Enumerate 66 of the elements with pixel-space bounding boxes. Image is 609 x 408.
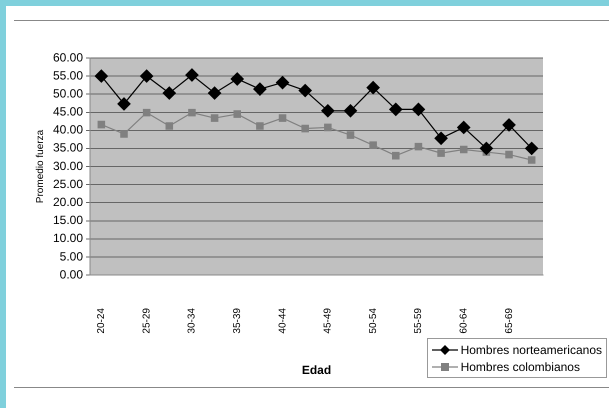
x-tick-label: 45-49 [322,308,334,334]
point [210,114,218,122]
x-tick-label: 60-64 [458,308,470,334]
point [321,104,334,118]
x-tick-label: 30-34 [186,308,198,334]
point [256,122,264,130]
point [120,130,128,138]
point [528,156,536,164]
x-tick-label: 20-24 [96,308,108,334]
y-tick-label: 10.00 [53,231,84,246]
x-tick-label: 65-69 [504,308,515,334]
x-tick-label: 40-44 [277,308,288,334]
x-tick-label: 55-59 [413,308,424,334]
y-tick-label: 20.00 [53,194,84,209]
point [502,118,516,132]
point [185,68,199,82]
x-tick-label: 25-29 [141,308,152,334]
point [369,141,377,149]
y-tick-label: 60.00 [53,50,84,64]
point [434,132,448,145]
point [505,150,513,158]
point [233,110,242,118]
y-tick-label: 35.00 [53,140,84,155]
y-tick-label: 5.00 [60,249,84,264]
point [392,152,400,160]
point [142,108,150,116]
point [276,76,290,90]
x-axis-title: Edad [302,363,332,378]
point [346,131,354,139]
point [344,104,358,118]
y-tick-label: 15.00 [53,213,84,228]
y-axis-title: Promedio fuerza [34,129,46,204]
x-tick-label: 50-54 [368,308,379,334]
point [94,69,108,83]
y-tick-label: 40.00 [53,122,84,137]
point [253,82,266,96]
y-tick-label: 30.00 [53,158,84,173]
point [460,146,468,154]
legend-label: Hombres colombianos [460,360,580,374]
point [480,142,493,156]
y-tick-label: 50.00 [53,86,84,100]
legend-label: Hombres norteamericanos [460,342,602,356]
x-tick-label: 35-39 [232,308,243,334]
point [324,124,332,132]
point [208,86,222,100]
point [278,114,286,122]
y-tick-label: 25.00 [53,176,84,191]
point [140,69,154,83]
point [366,81,380,94]
point [457,120,470,134]
point [525,142,538,156]
point [437,149,445,157]
point [301,124,309,132]
point [298,84,312,98]
point [412,102,426,116]
point [414,142,422,150]
y-tick-label: 0.00 [60,267,84,282]
point [389,102,402,116]
point [188,108,196,116]
y-tick-label: 55.00 [53,68,84,82]
point [230,72,244,86]
point [162,86,176,100]
y-tick-label: 45.00 [53,104,84,119]
point [166,122,174,130]
point [117,97,131,111]
point [98,120,106,128]
